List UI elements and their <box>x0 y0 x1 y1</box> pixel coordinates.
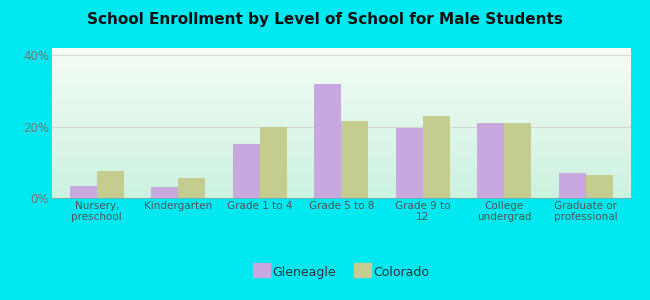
Bar <box>260 127 287 198</box>
Bar <box>70 185 97 198</box>
Bar <box>586 175 612 198</box>
Bar <box>233 144 260 198</box>
Text: School Enrollment by Level of School for Male Students: School Enrollment by Level of School for… <box>87 12 563 27</box>
Bar <box>315 84 341 198</box>
Legend: Gleneagle, Colorado: Gleneagle, Colorado <box>254 266 429 279</box>
Bar <box>477 123 504 198</box>
Bar <box>422 116 450 198</box>
Bar <box>97 171 124 198</box>
Bar <box>341 121 368 198</box>
Bar <box>559 173 586 198</box>
Bar <box>178 178 205 198</box>
Bar <box>396 128 422 198</box>
Bar <box>504 123 531 198</box>
Bar <box>151 187 178 198</box>
